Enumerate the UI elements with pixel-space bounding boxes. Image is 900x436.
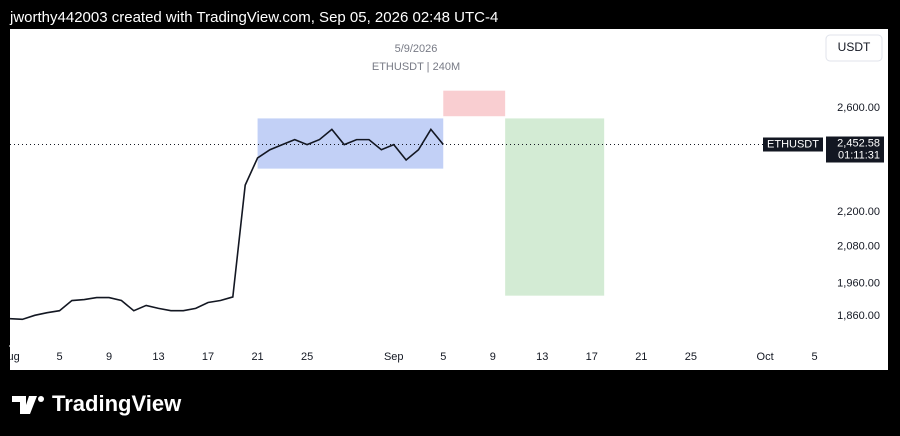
- x-tick-label: 25: [301, 351, 313, 363]
- x-tick-label: Sep: [384, 351, 404, 363]
- y-tick-label: 2,600.00: [837, 102, 880, 114]
- x-tick-label: 21: [251, 351, 263, 363]
- x-tick-label: 9: [106, 351, 112, 363]
- symbol-tag: [763, 137, 823, 152]
- x-tick-label: 13: [536, 351, 548, 363]
- last-price-label: 2,452.58: [837, 137, 880, 149]
- symbol-label: ETHUSDT: [767, 138, 819, 150]
- y-tick-label: 2,200.00: [837, 206, 880, 218]
- zone: [257, 118, 444, 169]
- chart-subtitle: ETHUSDT | 240M: [372, 61, 460, 73]
- x-tick-label: 21: [635, 351, 647, 363]
- x-tick-label: 5: [440, 351, 446, 363]
- y-tick-label: 1,860.00: [837, 310, 880, 322]
- x-tick-label: 5: [56, 351, 62, 363]
- x-tick-label: 17: [586, 351, 598, 363]
- price-tag: [826, 136, 884, 163]
- price-line: [10, 128, 444, 321]
- tradingview-logo: [12, 396, 44, 414]
- chart-title: 5/9/2026: [395, 43, 438, 55]
- x-tick-label: Aug: [0, 351, 20, 363]
- x-tick-label: 17: [202, 351, 214, 363]
- x-tick-label: 9: [490, 351, 496, 363]
- y-tick-label: 2,080.00: [837, 241, 880, 253]
- brand: TradingView: [52, 391, 182, 416]
- x-tick-label: Oct: [757, 351, 774, 363]
- chart-panel: [10, 29, 888, 370]
- x-tick-label: 5: [812, 351, 818, 363]
- x-tick-label: 25: [685, 351, 697, 363]
- x-tick-label: 13: [152, 351, 164, 363]
- countdown: 01:11:31: [838, 149, 880, 161]
- credit: jworthy442003 created with TradingView.c…: [9, 9, 498, 26]
- currency-button[interactable]: [825, 34, 883, 62]
- y-tick-label: 1,960.00: [837, 277, 880, 289]
- zone: [443, 90, 506, 117]
- zone: [505, 118, 605, 296]
- currency: USDT: [838, 40, 871, 54]
- plot: Aug 5 9 13 17 21 25 Sep 5 9 13 17 21 25 Oct 5: [0, 90, 818, 363]
